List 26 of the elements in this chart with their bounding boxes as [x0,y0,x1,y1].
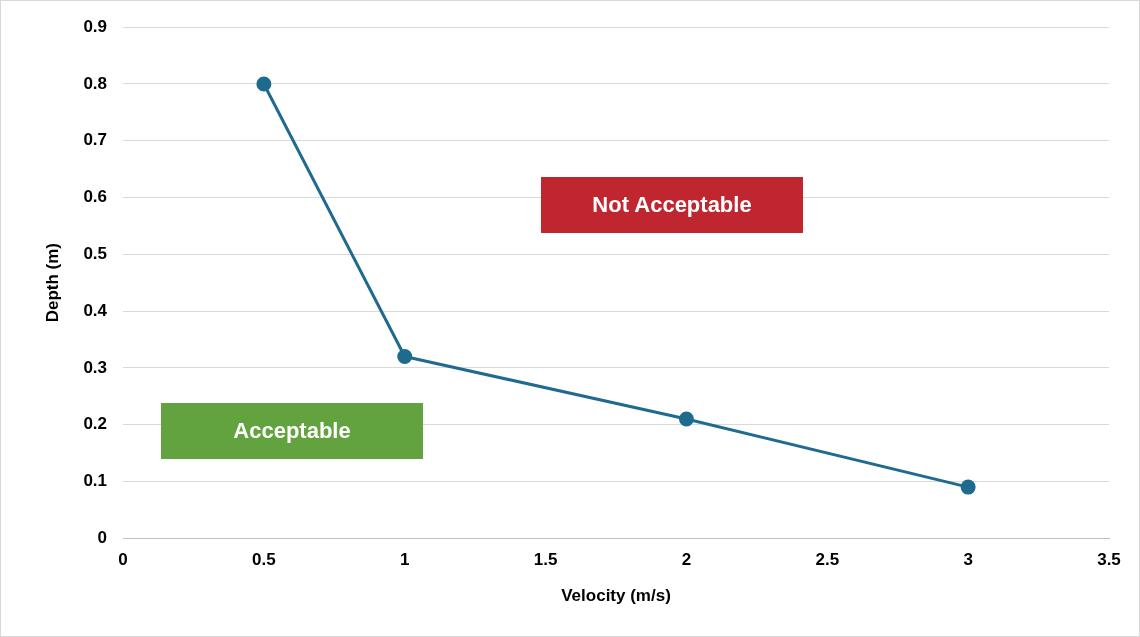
y-tick-label: 0.6 [83,187,108,207]
y-tick-label: 0.7 [83,130,108,150]
y-axis-title: Depth (m) [42,243,62,323]
x-tick-label: 3 [963,550,973,570]
label-box: Not Acceptable [541,177,803,233]
y-tick-label: 0.4 [83,300,108,320]
y-tick-label: 0.5 [83,244,108,263]
x-axis-title: Velocity (m/s) [561,586,671,606]
x-tick-label: 2 [681,550,692,570]
x-tick-label: 1 [400,550,410,570]
y-tick-label: 0 [97,527,108,547]
x-tick-label: 2.5 [815,550,840,570]
y-tick-label: 0.9 [83,16,108,36]
point [397,349,413,365]
y-tick-label: 0.3 [83,357,108,377]
y-tick-label: 0.1 [83,471,108,491]
x-tick-label: 0.5 [252,550,276,570]
x-tick-label: 0 [118,550,128,570]
point [960,479,976,495]
y-tick-label: 0.2 [83,414,108,434]
x-tick-label: 3.5 [1097,550,1121,570]
point [256,76,272,92]
label-box: Acceptable [161,403,423,459]
x-tick-label: 1.5 [533,550,558,570]
point [678,411,694,427]
y-tick-label: 0.8 [83,73,108,93]
